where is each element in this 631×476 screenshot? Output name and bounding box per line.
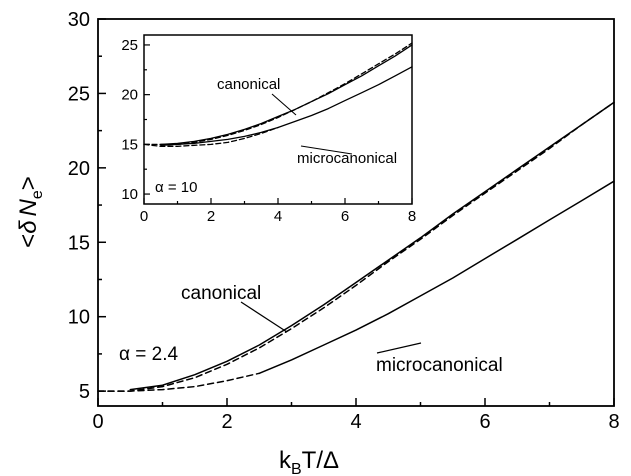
- inset-xtick-label: 2: [207, 208, 215, 225]
- main-xtick-label: 0: [92, 411, 103, 433]
- x-axis-title-k: k: [279, 447, 292, 474]
- y-axis-title-n: N: [15, 198, 42, 216]
- y-axis-title-open: <: [15, 234, 42, 248]
- main-ytick-label: 20: [68, 158, 90, 180]
- inset-ytick-label: 10: [121, 186, 138, 203]
- inset-series-microcanonical-dashed: [143, 126, 279, 147]
- inset-xtick-label: 6: [341, 208, 349, 225]
- inset-ytick-label: 15: [121, 136, 138, 153]
- inset-param-label: α = 10: [155, 179, 197, 196]
- main-series-canonical-dashed: [97, 101, 615, 392]
- main-param-label: α = 2.4: [119, 344, 178, 365]
- main-canonical-label: canonical: [181, 283, 261, 304]
- inset-canonical-pointer: [271, 93, 297, 116]
- inset-xtick-label: 0: [140, 208, 148, 225]
- x-axis-title-rest: T/Δ: [302, 447, 339, 474]
- inset-series-group: [143, 42, 413, 147]
- main-xtick-label: 4: [350, 411, 361, 433]
- x-axis-title: kBT/Δ: [279, 447, 339, 476]
- inset-plot: 0 2 4 6 8 10 15 20 25 canonical microcanonical α…: [121, 34, 416, 225]
- y-axis-title-close: >: [15, 176, 42, 190]
- main-xtick-label: 6: [479, 411, 490, 433]
- main-ytick-label: 10: [68, 307, 90, 329]
- inset-ytick-label: 25: [121, 37, 138, 54]
- main-ytick-label: 30: [68, 9, 90, 31]
- main-series-microcanonical-dashed: [97, 372, 261, 392]
- inset-canonical-label: canonical: [217, 76, 280, 93]
- x-axis-title-sub: B: [291, 461, 302, 476]
- inset-series-microcanonical-solid: [160, 66, 413, 146]
- inset-ticks-group: 0 2 4 6 8 10 15 20 25: [121, 37, 416, 225]
- main-microcanonical-pointer: [376, 342, 422, 354]
- inset-xtick-label: 4: [274, 208, 282, 225]
- main-xtick-label: 8: [608, 411, 619, 433]
- y-axis-title-sub: e: [29, 190, 46, 199]
- main-series-microcanonical-solid: [258, 180, 615, 375]
- y-axis-title: <δNe>: [15, 176, 46, 248]
- main-xtick-label: 2: [221, 411, 232, 433]
- main-ytick-label: 15: [68, 232, 90, 254]
- main-canonical-pointer: [240, 301, 288, 333]
- main-series-group: [97, 101, 615, 392]
- main-series-canonical-solid: [129, 101, 615, 391]
- inset-background: [144, 35, 412, 204]
- inset-microcanonical-pointer: [300, 145, 353, 155]
- inset-xtick-label: 8: [408, 208, 416, 225]
- main-ytick-label: 25: [68, 83, 90, 105]
- inset-ytick-label: 20: [121, 87, 138, 104]
- inset-microcanonical-label: microcanonical: [297, 150, 397, 167]
- inset-series-canonical-dashed: [143, 42, 413, 146]
- main-ytick-label: 5: [79, 381, 90, 403]
- main-microcanonical-label: microcanonical: [376, 355, 503, 376]
- y-axis-title-delta: δ: [15, 220, 42, 234]
